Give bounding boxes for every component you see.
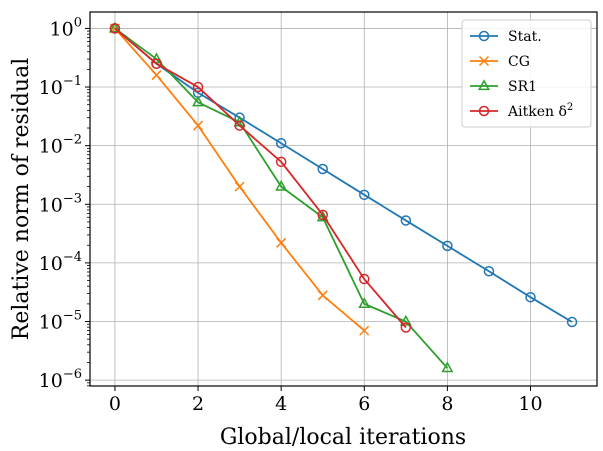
legend-box [461,19,592,128]
legend-label: Stat. [508,29,542,45]
circle-marker [317,163,328,175]
x-tick-label: 8 [441,393,453,415]
series-1 [109,23,370,336]
series-line [114,27,449,369]
axis-ticks: 0 2 4 6 8 10 100 10−1 10−2 10−3 10−4 10−5 10−6 [39,15,543,415]
x-tick-label: 10 [518,393,542,415]
legend-item: Aitken δ2 [470,102,573,120]
y-tick-label: 10−5 [39,309,82,334]
x-axis-label: Global/local iterations [220,425,466,450]
x-marker [234,181,245,192]
circle-marker [400,215,412,226]
triangle-marker [441,361,454,373]
circle-marker [317,209,328,221]
circle-marker [478,105,490,117]
circle-marker [109,23,121,34]
x-marker [151,70,162,81]
triangle-marker [478,79,490,91]
y-tick-label: 10−4 [39,250,82,275]
triangle-marker [108,21,121,33]
x-marker [359,325,370,336]
series-line [114,27,573,323]
x-tick-label: 2 [192,393,204,415]
series-line [114,27,365,332]
triangle-marker [358,297,371,308]
y-tick-label: 10−6 [39,367,82,392]
x-marker [317,290,328,301]
circle-marker [151,58,162,69]
x-tick-label: 4 [275,393,287,415]
circle-marker [359,189,370,201]
circle-marker [483,266,495,277]
series-line [114,27,407,329]
series-3 [109,23,412,333]
triangle-marker [275,179,288,191]
triangle-marker [150,52,163,64]
y-axis-label: Relative norm of residual [9,58,34,341]
circle-marker [566,316,578,328]
x-tick-label: 0 [109,393,121,415]
circle-marker [359,273,370,285]
circle-marker [478,30,490,42]
legend-label: CG [508,54,530,70]
plot-frame [89,11,598,387]
circle-marker [234,120,245,131]
circle-marker [400,322,412,333]
x-marker [193,120,204,131]
y-tick-label: 100 [50,15,82,40]
legend-item: SR1 [470,79,537,95]
x-marker [276,237,287,248]
circle-marker [275,137,287,149]
legend-label: Aitken δ2 [507,102,573,120]
legend: Stat. CG SR1 Aitken δ2 [461,19,592,128]
triangle-marker [316,210,329,222]
triangle-marker [399,314,412,326]
y-tick-label: 10−1 [39,74,82,99]
legend-item: Stat. [470,29,542,45]
x-tick-label: 6 [358,393,370,415]
x-marker [478,55,490,67]
circle-marker [442,240,453,252]
series-layer [108,21,578,373]
circle-marker [525,291,536,303]
circle-marker [192,81,204,93]
y-tick-label: 10−2 [39,133,82,158]
circle-marker [275,156,287,168]
legend-item: CG [470,54,530,70]
triangle-marker [192,95,205,107]
y-tick-label: 10−3 [39,191,82,216]
legend-label: SR1 [508,79,537,95]
